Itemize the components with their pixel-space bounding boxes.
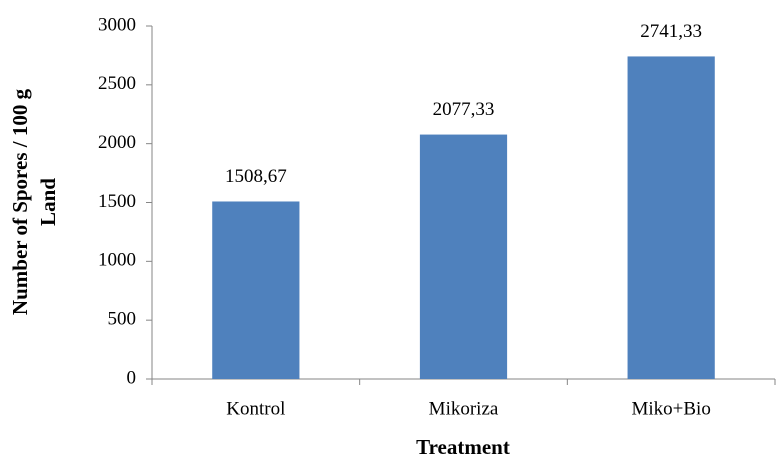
data-label: 2741,33 — [640, 21, 702, 42]
y-tick-label: 2000 — [98, 132, 136, 153]
data-label: 1508,67 — [225, 166, 287, 187]
x-tick-label: Kontrol — [226, 398, 285, 419]
y-axis-label-line: Number of Spores / 100 g — [8, 88, 32, 315]
y-tick-label: 1500 — [98, 191, 136, 212]
y-tick-label: 3000 — [98, 14, 136, 35]
y-tick-label: 2500 — [98, 73, 136, 94]
y-tick-label: 0 — [127, 367, 137, 388]
bar — [627, 56, 715, 380]
x-tick-label: Miko+Bio — [631, 398, 710, 419]
x-axis-label: Treatment — [416, 435, 510, 459]
bar — [212, 201, 300, 379]
x-tick-label: Mikoriza — [429, 398, 499, 419]
y-axis-label-line: Land — [36, 178, 60, 226]
data-label: 2077,33 — [433, 99, 495, 120]
y-tick-label: 500 — [108, 309, 137, 330]
y-tick-label: 1000 — [98, 250, 136, 271]
bar — [419, 134, 508, 379]
y-axis-label: Number of Spores / 100 g Land — [8, 88, 60, 315]
